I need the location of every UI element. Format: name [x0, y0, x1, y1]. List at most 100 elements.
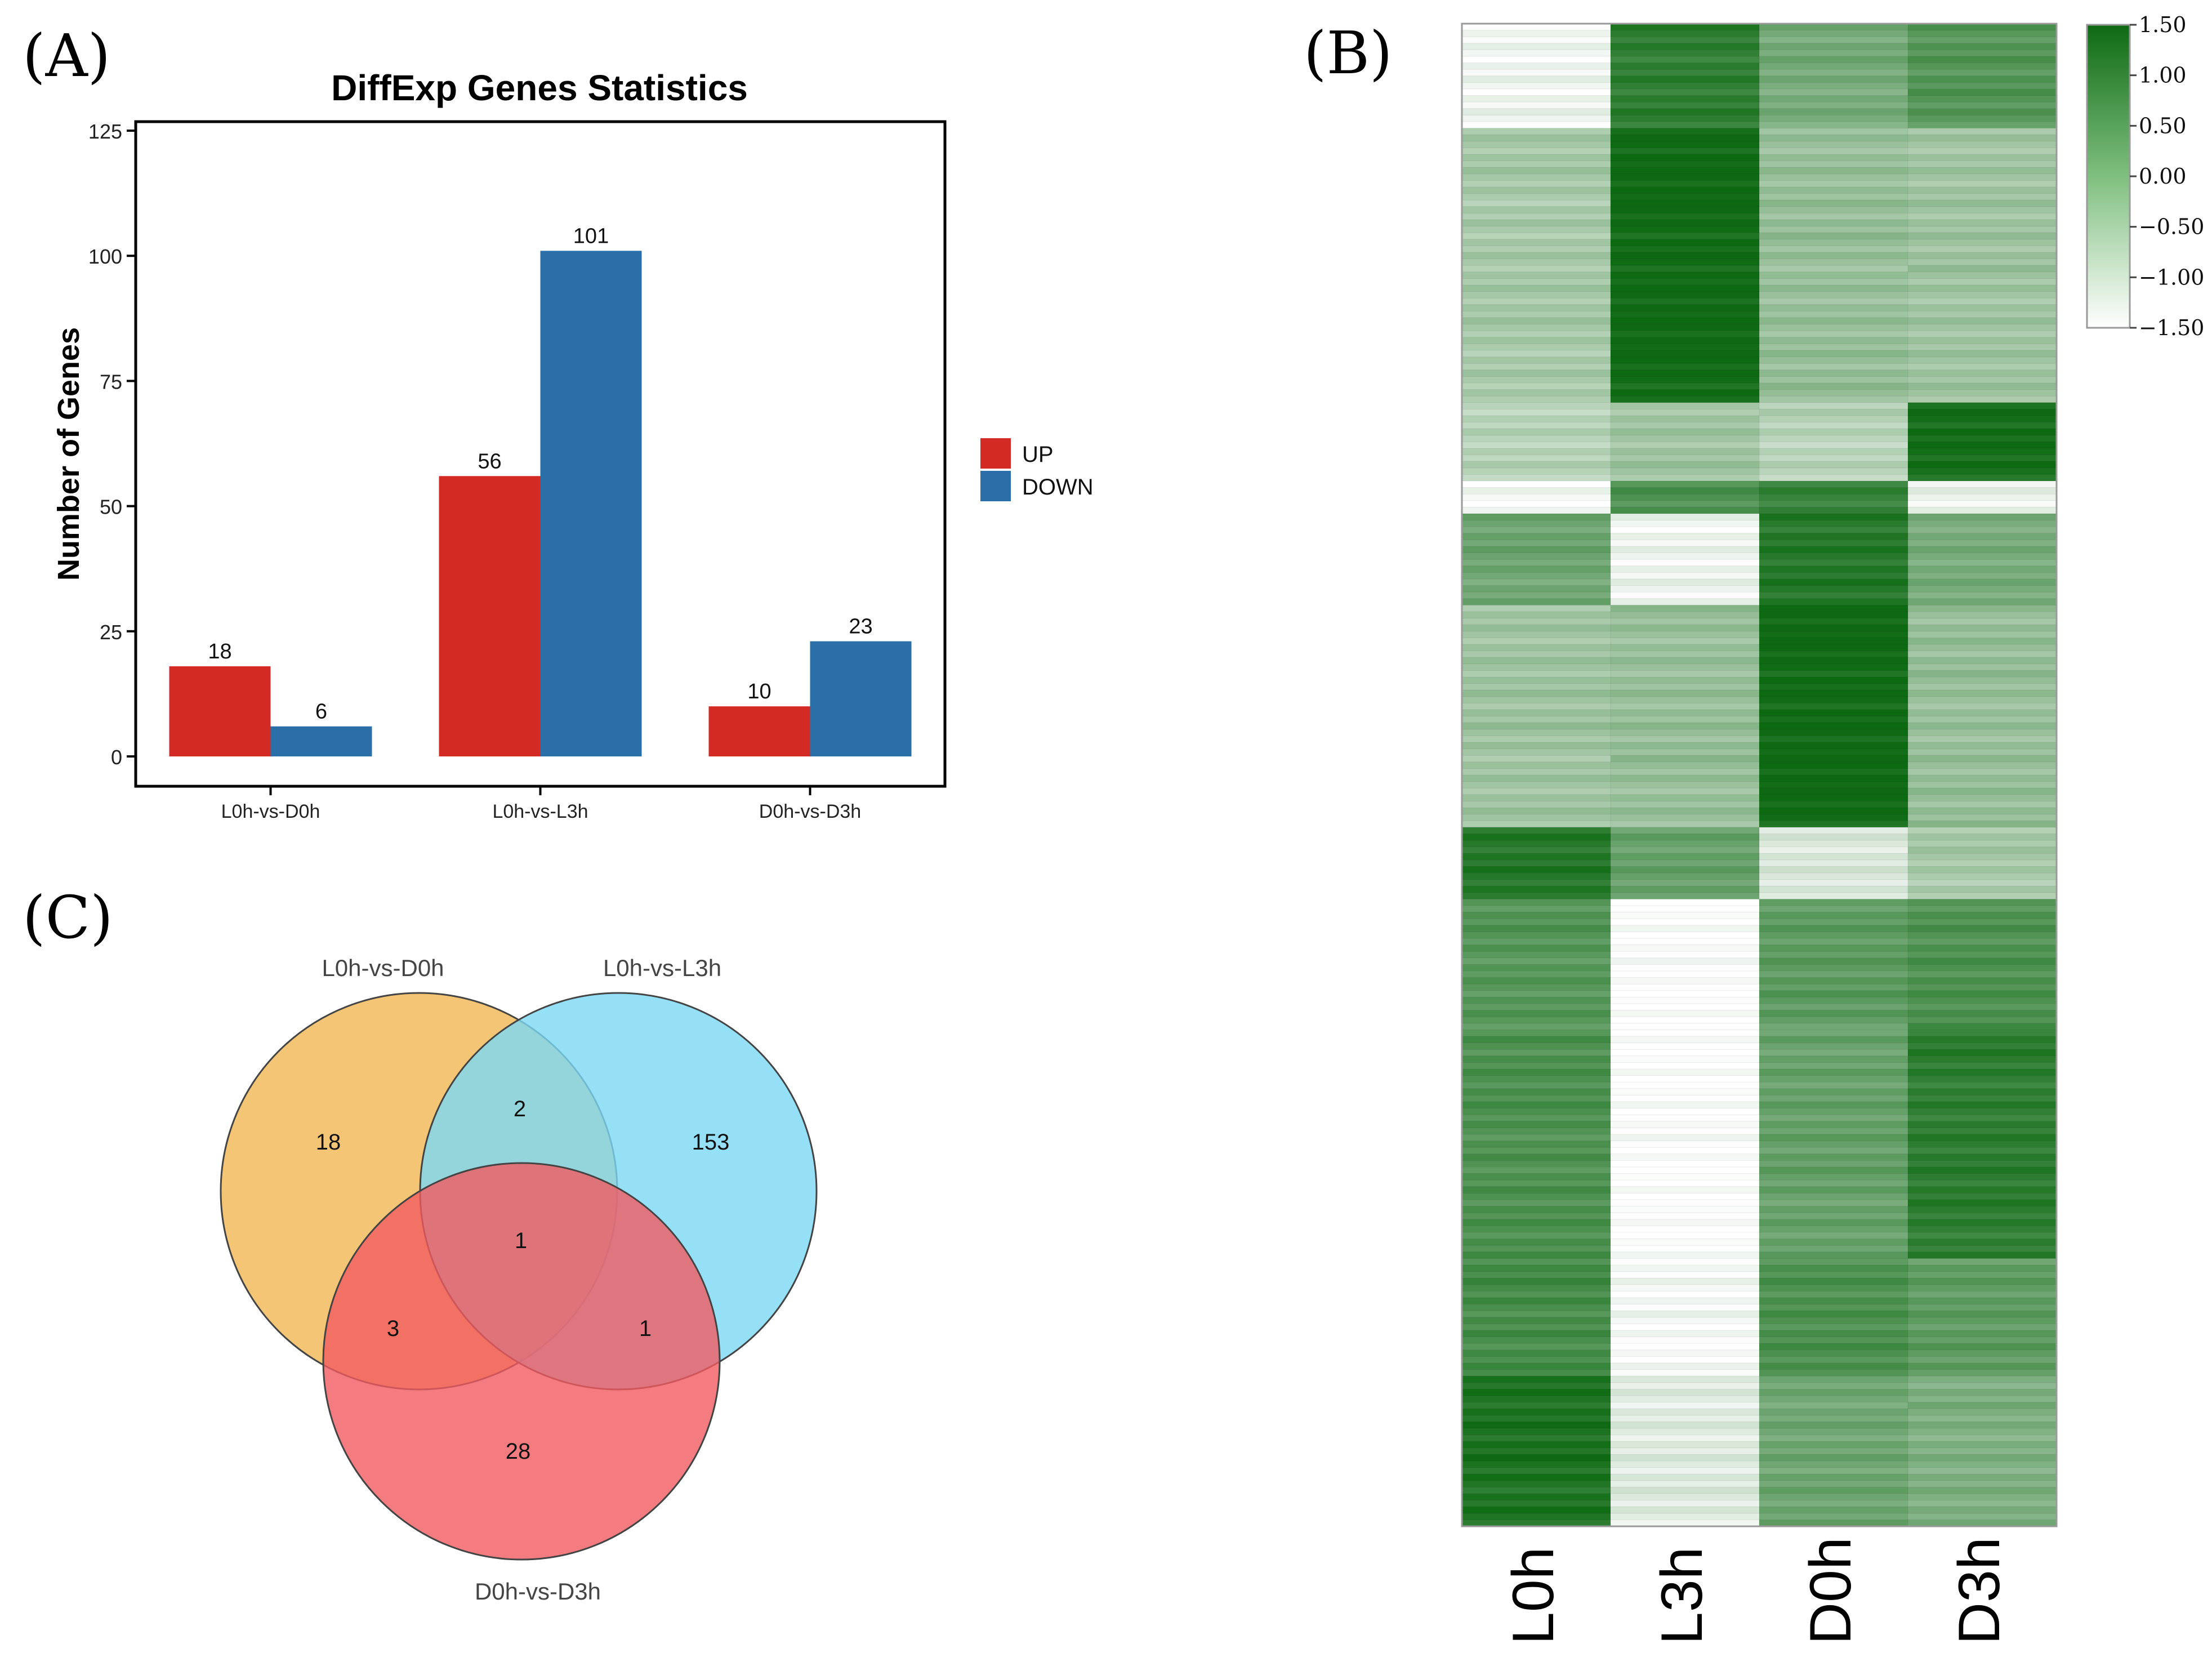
heatmap-cell	[1610, 683, 1760, 691]
heatmap-cell	[1907, 23, 2057, 31]
heatmap-cell	[1610, 284, 1760, 292]
heatmap-cell	[1461, 996, 1611, 1005]
heatmap-cell	[1461, 957, 1611, 965]
heatmap-cell	[1461, 1467, 1611, 1475]
heatmap-cell	[1461, 455, 1611, 462]
heatmap-cell	[1461, 872, 1611, 880]
heatmap-cell	[1461, 787, 1611, 795]
heatmap-cell	[1610, 69, 1760, 77]
heatmap-cell	[1759, 1388, 1908, 1396]
heatmap-cell	[1907, 1486, 2057, 1494]
heatmap-cell	[1759, 1375, 1908, 1383]
heatmap-cell	[1759, 1369, 1908, 1377]
heatmap-cell	[1759, 88, 1908, 96]
heatmap-cell	[1610, 1337, 1760, 1344]
heatmap-cell	[1610, 546, 1760, 554]
heatmap-cell	[1461, 990, 1611, 998]
heatmap-cell	[1461, 1251, 1611, 1259]
heatmap-cell	[1461, 180, 1611, 188]
x-tick-label: D0h-vs-D3h	[759, 801, 861, 822]
heatmap-cell	[1759, 1179, 1908, 1187]
heatmap-cell	[1759, 1349, 1908, 1357]
heatmap-cell	[1759, 1473, 1908, 1481]
heatmap-cell	[1907, 1127, 2057, 1135]
heatmap-cell	[1907, 709, 2057, 717]
heatmap-cell	[1461, 1225, 1611, 1233]
heatmap-cell	[1610, 1245, 1760, 1253]
heatmap-cell	[1610, 565, 1760, 573]
bar-up-2	[708, 706, 810, 756]
heatmap-cell	[1907, 879, 2057, 887]
heatmap-cell	[1759, 186, 1908, 194]
heatmap-cell	[1907, 1121, 2057, 1129]
heatmap-cell	[1759, 448, 1908, 456]
heatmap-cell	[1610, 121, 1760, 129]
bar-up-1	[439, 476, 541, 756]
heatmap-cell	[1461, 624, 1611, 632]
heatmap-cell	[1461, 297, 1611, 305]
heatmap-cell	[1461, 1277, 1611, 1285]
heatmap-cell	[1759, 1016, 1908, 1024]
heatmap-cell	[1907, 670, 2057, 678]
heatmap-cell	[1461, 291, 1611, 299]
heatmap-cell	[1759, 624, 1908, 632]
heatmap-cell	[1461, 1297, 1611, 1305]
heatmap-cell	[1759, 1173, 1908, 1181]
heatmap-cell	[1610, 1388, 1760, 1396]
heatmap-cell	[1759, 1447, 1908, 1455]
heatmap-cell	[1907, 618, 2057, 626]
heatmap-cell	[1461, 618, 1611, 626]
heatmap-cell	[1907, 559, 2057, 567]
heatmap-cell	[1907, 30, 2057, 38]
heatmap-cell	[1610, 88, 1760, 96]
heatmap-cell	[1907, 252, 2057, 260]
heatmap-cell	[1907, 663, 2057, 671]
heatmap-cell	[1610, 441, 1760, 449]
heatmap-cell	[1759, 467, 1908, 475]
heatmap-cell	[1759, 284, 1908, 292]
heatmap-cell	[1461, 1310, 1611, 1318]
heatmap-cell	[1610, 696, 1760, 704]
heatmap-cell	[1907, 657, 2057, 665]
heatmap-cell	[1759, 1277, 1908, 1285]
heatmap-cell	[1759, 271, 1908, 279]
heatmap-cell	[1610, 905, 1760, 913]
heatmap-cell	[1610, 75, 1760, 83]
heatmap-cell	[1907, 422, 2057, 430]
heatmap-cell	[1759, 43, 1908, 51]
heatmap-cell	[1610, 833, 1760, 841]
heatmap-cell	[1907, 539, 2057, 547]
bar-value-label: 18	[208, 640, 231, 663]
heatmap-cell	[1907, 918, 2057, 926]
bar-value-label: 56	[478, 449, 501, 473]
y-tick-label: 50	[100, 496, 122, 519]
heatmap-cell	[1759, 885, 1908, 893]
colorbar-tick-label: 0.00	[2139, 164, 2187, 189]
heatmap-cell	[1907, 487, 2057, 495]
heatmap-cell	[1907, 892, 2057, 900]
heatmap-cell	[1461, 814, 1611, 822]
heatmap-cell	[1907, 1447, 2057, 1455]
heatmap-cell	[1461, 696, 1611, 704]
heatmap-cell	[1907, 395, 2057, 403]
heatmap-cell	[1759, 108, 1908, 116]
heatmap-cell	[1759, 1134, 1908, 1142]
heatmap-cell	[1461, 382, 1611, 390]
heatmap-cell	[1610, 1127, 1760, 1135]
heatmap-cell	[1461, 1062, 1611, 1070]
heatmap-cell	[1461, 657, 1611, 665]
heatmap-cell	[1461, 631, 1611, 639]
heatmap-cell	[1610, 996, 1760, 1005]
heatmap-cell	[1461, 271, 1611, 279]
heatmap-cell	[1461, 1375, 1611, 1383]
heatmap-cell	[1907, 49, 2057, 57]
heatmap-cell	[1610, 343, 1760, 351]
heatmap-cell	[1907, 591, 2057, 599]
heatmap-cell	[1759, 1199, 1908, 1207]
heatmap-cell	[1759, 996, 1908, 1005]
heatmap-cell	[1907, 814, 2057, 822]
heatmap-cell	[1461, 945, 1611, 952]
heatmap-cell	[1907, 350, 2057, 358]
heatmap-cell	[1759, 1108, 1908, 1116]
heatmap-cell	[1907, 1251, 2057, 1259]
